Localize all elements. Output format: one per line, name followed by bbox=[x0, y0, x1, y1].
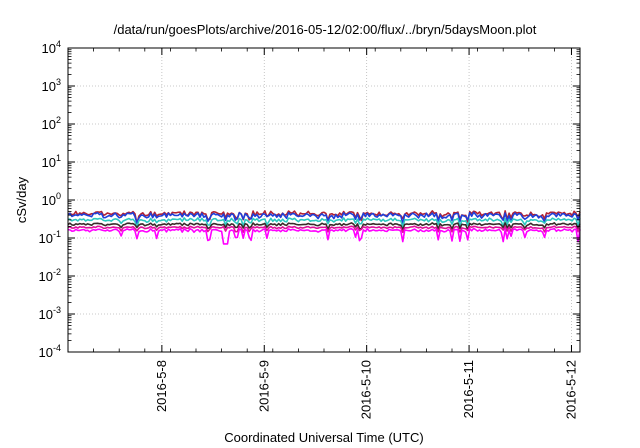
series-line-2 bbox=[67, 217, 581, 228]
series-line-5 bbox=[67, 227, 581, 245]
x-tick-labels: 2016-5-8 2016-5-9 2016-5-10 2016-5-11 2016-5… bbox=[154, 360, 579, 419]
series-line-4 bbox=[67, 225, 581, 234]
grid bbox=[68, 48, 580, 352]
x-axis-label: Coordinated Universal Time (UTC) bbox=[224, 430, 423, 445]
series-line-1 bbox=[67, 211, 581, 225]
y-tick-label: 101 bbox=[42, 153, 61, 170]
y-tick-label: 10-1 bbox=[39, 229, 61, 246]
series-line-3 bbox=[67, 222, 581, 231]
chart-title: /data/run/goesPlots/archive/2016-05-12/0… bbox=[114, 22, 537, 37]
y-tick-labels: 10-4 10-3 10-2 10-1 100 101 102 103 104 bbox=[39, 39, 61, 360]
x-tick-label: 2016-5-10 bbox=[359, 360, 374, 419]
y-tick-label: 10-3 bbox=[39, 305, 61, 322]
y-tick-label: 103 bbox=[42, 77, 61, 94]
y-tick-label: 102 bbox=[42, 115, 61, 132]
ticks bbox=[67, 47, 581, 353]
x-tick-label: 2016-5-9 bbox=[256, 360, 271, 412]
y-tick-label: 100 bbox=[42, 191, 61, 208]
x-tick-label: 2016-5-8 bbox=[154, 360, 169, 412]
y-tick-label: 10-2 bbox=[39, 267, 61, 284]
series-group bbox=[67, 210, 581, 245]
x-tick-label: 2016-5-12 bbox=[563, 360, 578, 419]
y-axis-label: cSv/day bbox=[14, 176, 29, 223]
y-tick-label: 104 bbox=[42, 39, 61, 56]
y-tick-label: 10-4 bbox=[39, 343, 61, 360]
x-tick-label: 2016-5-11 bbox=[461, 360, 476, 418]
